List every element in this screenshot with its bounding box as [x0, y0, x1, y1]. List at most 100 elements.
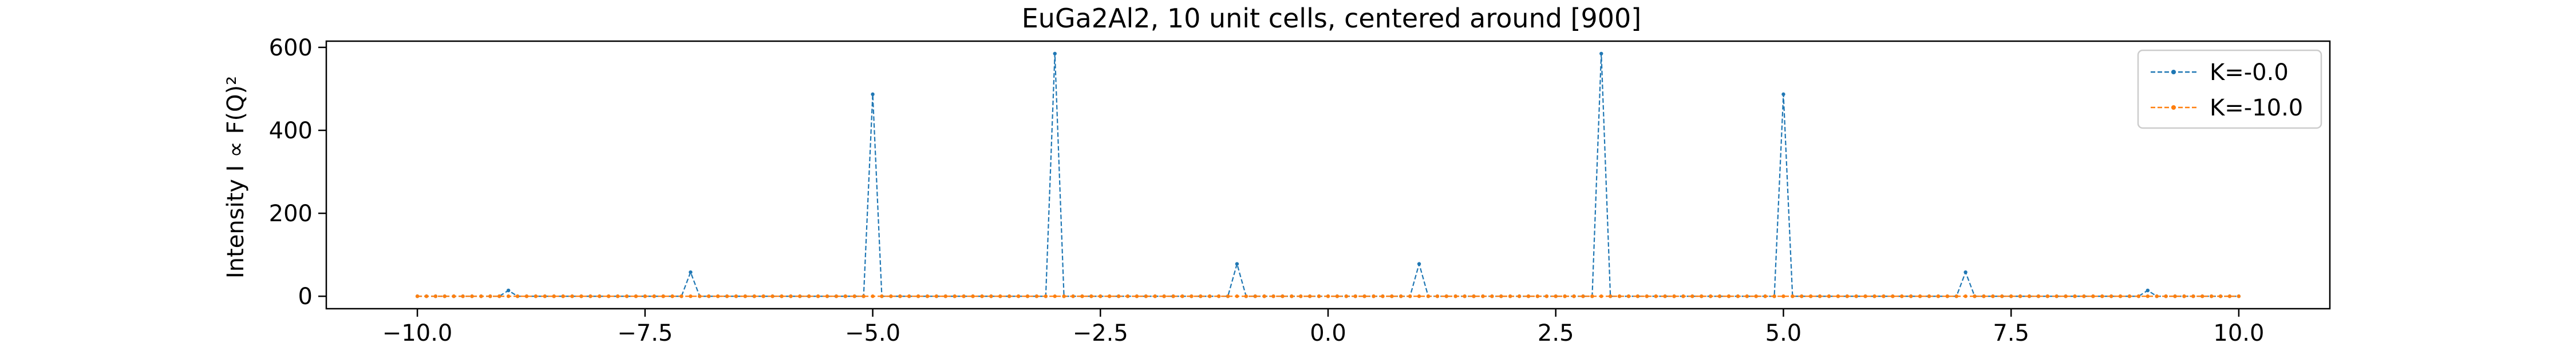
- data-point: [1563, 294, 1567, 298]
- data-point: [1708, 294, 1713, 298]
- data-point: [807, 294, 811, 298]
- data-point: [780, 294, 784, 298]
- data-point: [1007, 294, 1012, 298]
- data-point: [925, 294, 930, 298]
- data-point: [661, 294, 665, 298]
- data-point: [943, 294, 948, 298]
- data-point: [1635, 294, 1640, 298]
- data-point: [1963, 270, 1967, 274]
- data-point: [1226, 294, 1230, 298]
- data-point: [2200, 294, 2204, 298]
- data-point: [552, 294, 556, 298]
- x-tick-label: 5.0: [1765, 320, 1802, 343]
- data-point: [1845, 294, 1850, 298]
- data-point: [1517, 294, 1522, 298]
- data-point: [615, 294, 620, 298]
- data-point: [1973, 294, 1977, 298]
- x-tick-label: 0.0: [1310, 320, 1346, 343]
- data-point: [1253, 294, 1257, 298]
- data-point: [2036, 294, 2041, 298]
- data-point: [1171, 294, 1175, 298]
- data-point: [424, 294, 429, 298]
- data-point: [561, 294, 565, 298]
- data-point: [2082, 294, 2086, 298]
- data-point: [1326, 294, 1330, 298]
- data-point: [1307, 294, 1312, 298]
- data-point: [2118, 294, 2123, 298]
- data-point: [506, 288, 511, 293]
- data-point: [934, 294, 939, 298]
- data-point: [506, 294, 511, 298]
- data-point: [834, 294, 839, 298]
- data-point: [761, 294, 765, 298]
- x-axis-ticks: −10.0 −7.5 −5.0 −2.5 0.0 2.5 5.0 7.5 10.0: [382, 309, 2264, 343]
- data-point: [1435, 294, 1440, 298]
- data-point: [689, 270, 693, 274]
- data-point: [1044, 294, 1048, 298]
- data-point: [1244, 294, 1249, 298]
- data-point: [843, 294, 848, 298]
- data-point: [1963, 294, 1967, 298]
- data-point: [1800, 294, 1804, 298]
- data-point: [2136, 294, 2141, 298]
- y-tick-label: 400: [269, 118, 313, 144]
- data-point: [1508, 294, 1512, 298]
- data-point: [1882, 294, 1886, 298]
- data-point: [570, 294, 574, 298]
- data-point: [2155, 294, 2159, 298]
- data-point: [1299, 294, 1303, 298]
- data-point: [1499, 294, 1503, 298]
- data-point: [1381, 294, 1385, 298]
- data-point: [1144, 294, 1148, 298]
- data-point: [1417, 294, 1421, 298]
- data-point: [1417, 262, 1421, 266]
- data-point: [2100, 294, 2104, 298]
- data-point: [2027, 294, 2032, 298]
- data-point: [1025, 294, 1030, 298]
- legend-label-k10: K=-10.0: [2210, 95, 2303, 121]
- data-point: [1927, 294, 1931, 298]
- data-point: [2191, 294, 2195, 298]
- data-point: [1863, 294, 1867, 298]
- data-point: [716, 294, 720, 298]
- x-tick-label: 2.5: [1538, 320, 1574, 343]
- data-point: [2009, 294, 2013, 298]
- chart-title: EuGa2Al2, 10 unit cells, centered around…: [1022, 3, 1642, 34]
- data-point: [1235, 262, 1239, 266]
- data-point: [2127, 294, 2132, 298]
- data-point: [1353, 294, 1357, 298]
- data-point: [1717, 294, 1722, 298]
- plot-area: [415, 51, 2241, 298]
- data-point: [1554, 294, 1558, 298]
- data-point: [743, 294, 748, 298]
- series-1: [415, 294, 2241, 298]
- data-point: [1490, 294, 1494, 298]
- data-point: [1791, 294, 1795, 298]
- data-point: [1125, 294, 1130, 298]
- data-point: [907, 294, 911, 298]
- data-point: [862, 294, 866, 298]
- data-point: [898, 294, 902, 298]
- data-point: [1900, 294, 1904, 298]
- data-point: [1599, 294, 1603, 298]
- data-point: [2091, 294, 2095, 298]
- data-point: [1317, 294, 1321, 298]
- data-point: [1281, 294, 1285, 298]
- data-point: [1453, 294, 1457, 298]
- data-point: [534, 294, 538, 298]
- data-point: [1408, 294, 1412, 298]
- data-point: [1034, 294, 1039, 298]
- data-point: [789, 294, 793, 298]
- data-point: [1099, 294, 1103, 298]
- data-point: [598, 294, 602, 298]
- x-tick-label: −10.0: [382, 320, 453, 343]
- data-point: [579, 294, 583, 298]
- data-point: [2237, 294, 2241, 298]
- data-point: [2055, 294, 2059, 298]
- data-point: [1089, 294, 1093, 298]
- data-point: [1053, 294, 1057, 298]
- data-point: [1991, 294, 1995, 298]
- data-point: [452, 294, 456, 298]
- data-point: [771, 294, 775, 298]
- data-point: [1645, 294, 1649, 298]
